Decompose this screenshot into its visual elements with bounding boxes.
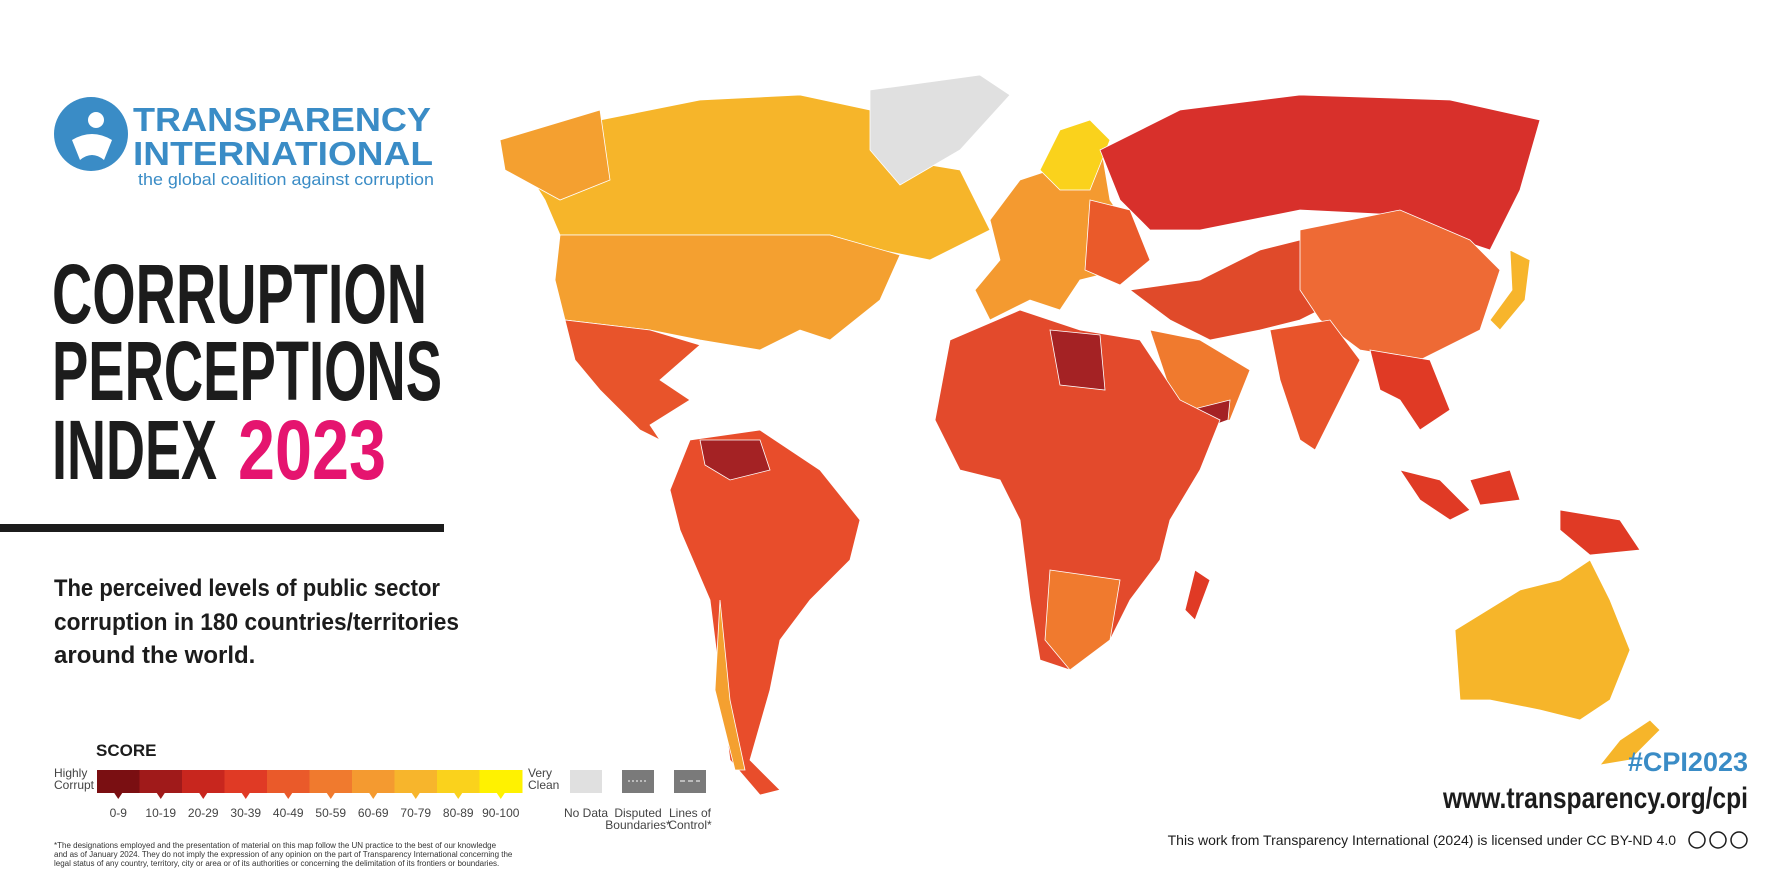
legend-extra-label: Disputed <box>614 806 661 820</box>
map-region <box>1269 319 1361 451</box>
map-region <box>1044 569 1121 671</box>
world-map <box>499 74 1661 796</box>
legend-tick <box>454 793 463 799</box>
legend-bin-label: 30-39 <box>230 806 261 820</box>
legend-tick <box>199 793 208 799</box>
legend-low-label: Corrupt <box>54 778 95 792</box>
legend-tick <box>114 793 123 799</box>
org-name: INTERNATIONAL <box>133 135 433 172</box>
legend-swatch <box>394 770 438 793</box>
legend-tick <box>284 793 293 799</box>
legend-swatch <box>437 770 480 793</box>
legend-bin-label: 60-69 <box>358 806 389 820</box>
legend-swatch <box>267 770 310 793</box>
description-line: around the world. <box>54 642 255 669</box>
map-region <box>714 599 746 771</box>
title-line: INDEX <box>52 403 217 497</box>
legend-swatch <box>224 770 268 793</box>
license: This work from Transparency Internationa… <box>1168 832 1677 848</box>
map-region <box>1084 199 1151 286</box>
description-line: corruption in 180 countries/territories <box>54 609 459 636</box>
logo: TRANSPARENCY INTERNATIONAL the global co… <box>54 97 434 189</box>
legend-title: SCORE <box>96 741 156 760</box>
legend-bin-label: 0-9 <box>110 806 128 820</box>
legend-swatch <box>309 770 353 793</box>
map-region <box>1454 559 1631 721</box>
legend-bin-label: 90-100 <box>482 806 520 820</box>
logo-figure <box>72 134 112 160</box>
legend-bin-label: 80-89 <box>443 806 474 820</box>
legend-high-label: Clean <box>528 778 559 792</box>
title-line: PERCEPTIONS <box>52 324 442 418</box>
description-line: The perceived levels of public sector <box>54 575 440 602</box>
legend-bin-label: 40-49 <box>273 806 304 820</box>
legend-bin-label: 50-59 <box>315 806 346 820</box>
logo-figure <box>88 112 104 128</box>
map-region <box>1184 569 1211 621</box>
tagline: the global coalition against corruption <box>138 170 434 189</box>
legend-low-label: Highly <box>54 766 87 780</box>
legend-extra-label: No Data <box>564 806 608 820</box>
map-region <box>1299 209 1501 361</box>
map-region <box>699 439 771 481</box>
org-name: TRANSPARENCY <box>133 101 431 138</box>
map-region <box>1599 719 1661 766</box>
legend-swatch <box>97 770 140 793</box>
disclaimer-line: and as of January 2024. They do not impl… <box>54 850 513 859</box>
legend-bin-label: 20-29 <box>188 806 219 820</box>
legend-high-label: Very <box>528 766 552 780</box>
legend-tick <box>411 793 420 799</box>
legend-tick <box>156 793 165 799</box>
by-icon <box>1709 831 1727 849</box>
map-region <box>1489 249 1531 331</box>
legend-swatch <box>479 770 523 793</box>
title-line: CORRUPTION <box>52 247 427 341</box>
legend: SCORE Highly Corrupt Very Clean No Data … <box>54 741 712 832</box>
map-region <box>554 234 901 351</box>
legend-swatch <box>352 770 395 793</box>
map-region <box>1049 329 1106 391</box>
map-region <box>499 109 611 201</box>
disclaimer-line: *The designations employed and the prese… <box>54 841 497 850</box>
description: The perceived levels of public sector co… <box>54 575 459 669</box>
legend-extra-label: Lines of <box>669 806 712 820</box>
legend-extra-label: Boundaries* <box>605 818 671 832</box>
map-region <box>1039 119 1111 191</box>
legend-swatch <box>139 770 183 793</box>
legend-swatch <box>182 770 225 793</box>
map-region <box>934 309 1221 671</box>
map-region <box>669 429 861 796</box>
hashtag: #CPI2023 <box>1628 747 1748 777</box>
url: www.transparency.org/cpi <box>1442 782 1748 815</box>
cc-icon <box>1688 831 1706 849</box>
legend-tick <box>369 793 378 799</box>
title-year: 2023 <box>238 403 386 497</box>
divider <box>0 524 444 532</box>
no-data-swatch <box>570 770 602 793</box>
legend-extra-label: Control* <box>668 818 712 832</box>
map-region <box>869 74 1011 186</box>
legend-bin-label: 10-19 <box>145 806 176 820</box>
nd-icon <box>1730 831 1748 849</box>
legend-tick <box>241 793 250 799</box>
title: CORRUPTION PERCEPTIONS INDEX 2023 <box>0 247 444 532</box>
footer: #CPI2023 www.transparency.org/cpi This w… <box>1168 747 1748 849</box>
legend-bin-label: 70-79 <box>400 806 431 820</box>
legend-tick <box>496 793 505 799</box>
logo-mark <box>54 97 128 171</box>
disclaimer-line: legal status of any country, territory, … <box>54 859 499 868</box>
disclaimer: *The designations employed and the prese… <box>54 841 513 868</box>
map-region <box>564 319 701 442</box>
map-region <box>1369 349 1451 431</box>
legend-tick <box>326 793 335 799</box>
map-region <box>1399 469 1641 556</box>
